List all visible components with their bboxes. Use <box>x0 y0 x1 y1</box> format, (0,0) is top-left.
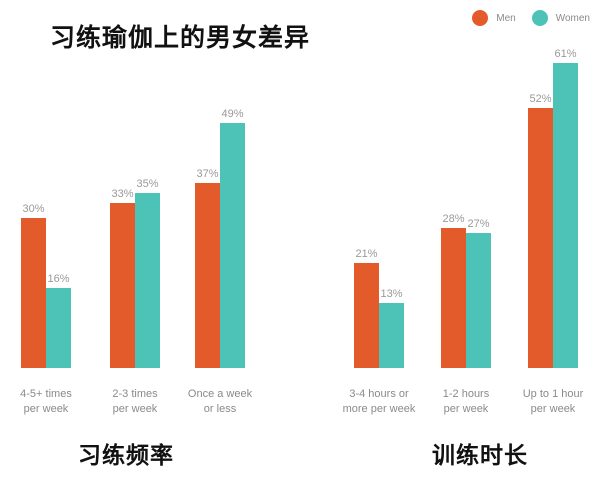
data-label-1-1-men: 28% <box>442 213 464 225</box>
bar-1-0-men <box>354 263 379 368</box>
legend-label-women: Women <box>555 12 590 24</box>
data-label-1-0-women: 13% <box>380 288 402 300</box>
legend-item-men: Men <box>472 10 516 26</box>
category-label-1-2-line0: Up to 1 hour <box>523 388 584 400</box>
category-label-1-1-line1: per week <box>444 403 489 415</box>
category-label-1-2-line1: per week <box>531 403 576 415</box>
data-label-0-0-women: 16% <box>47 273 69 285</box>
legend-swatch-men <box>472 10 489 26</box>
legend: Men Women <box>472 10 590 26</box>
legend-label-men: Men <box>496 12 516 24</box>
bar-1-2-women <box>553 63 578 368</box>
category-label-0-2-line1: or less <box>204 403 237 415</box>
category-label-0-2-line0: Once a week <box>188 388 253 400</box>
frequency-chart-title: 习练频率 <box>78 443 174 469</box>
bar-1-1-men <box>441 228 466 368</box>
data-label-0-2-men: 37% <box>196 168 218 180</box>
bar-1-1-women <box>466 233 491 368</box>
data-label-0-2-women: 49% <box>221 108 243 120</box>
bar-1-0-women <box>379 303 404 368</box>
category-label-1-0-line0: 3-4 hours or <box>349 388 409 400</box>
bar-0-1-women <box>135 193 160 368</box>
category-label-1-0-line1: more per week <box>343 403 416 415</box>
legend-swatch-women <box>531 10 548 26</box>
data-label-1-2-women: 61% <box>554 48 576 60</box>
bar-1-2-men <box>528 108 553 368</box>
bar-0-2-men <box>195 183 220 368</box>
category-label-0-0-line1: per week <box>24 403 69 415</box>
bar-0-0-men <box>21 218 46 368</box>
category-label-0-0-line0: 4-5+ times <box>20 388 72 400</box>
duration-chart-title: 训练时长 <box>432 443 528 469</box>
data-label-0-1-women: 35% <box>136 178 158 190</box>
data-label-1-0-men: 21% <box>355 248 377 260</box>
bar-0-0-women <box>46 288 71 368</box>
category-label-0-1-line0: 2-3 times <box>112 388 158 400</box>
category-label-0-1-line1: per week <box>113 403 158 415</box>
category-label-1-1-line0: 1-2 hours <box>443 388 490 400</box>
data-label-1-2-men: 52% <box>529 93 551 105</box>
data-label-1-1-women: 27% <box>467 218 489 230</box>
chart-title: 习练瑜伽上的男女差异 <box>50 23 311 52</box>
bar-0-2-women <box>220 123 245 368</box>
legend-item-women: Women <box>531 10 590 26</box>
data-label-0-0-men: 30% <box>22 203 44 215</box>
data-label-0-1-men: 33% <box>111 188 133 200</box>
bar-0-1-men <box>110 203 135 368</box>
